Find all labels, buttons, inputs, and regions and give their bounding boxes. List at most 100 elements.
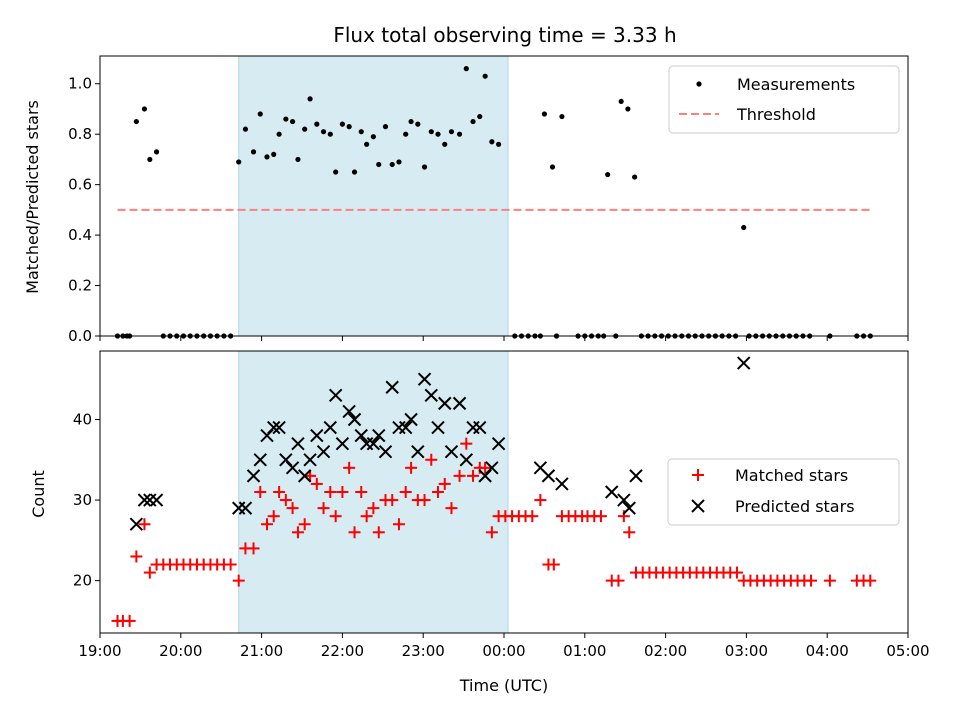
- measurement-point: [396, 159, 402, 165]
- legend-threshold-label: Threshold: [736, 105, 816, 124]
- measurement-point: [376, 161, 382, 168]
- matched-star-point: [224, 558, 237, 571]
- predicted-star-point: [491, 436, 506, 451]
- measurement-point: [147, 156, 153, 163]
- measurement-point: [289, 118, 296, 125]
- measurement-point: [358, 129, 364, 135]
- measurement-point: [477, 113, 483, 120]
- count-legend: Matched stars Predicted stars: [667, 458, 900, 526]
- ratio-y-tick-label: 0.8: [68, 125, 92, 143]
- matched-star-point: [534, 494, 547, 507]
- predicted-star-point: [459, 453, 474, 467]
- predicted-stars-points: [129, 356, 751, 531]
- predicted-star-point: [617, 493, 631, 507]
- measurement-point: [618, 98, 624, 105]
- measurement-point: [133, 118, 139, 125]
- predicted-star-point: [323, 420, 337, 435]
- matched-star-point: [247, 542, 260, 555]
- matched-star-point: [612, 574, 625, 587]
- measurement-point: [333, 169, 339, 175]
- matched-star-point: [386, 494, 399, 507]
- measurement-point: [153, 149, 160, 155]
- predicted-star-point: [444, 445, 459, 459]
- matched-star-point: [864, 574, 877, 587]
- matched-star-point: [291, 526, 304, 539]
- time-x-tick-label: 22:00: [321, 642, 364, 660]
- matched-star-point: [453, 469, 466, 482]
- predicted-star-point: [541, 469, 556, 483]
- measurement-point: [463, 66, 469, 72]
- ratio-y-tick-label: 0.6: [68, 176, 92, 194]
- matched-stars-points: [111, 437, 877, 627]
- matched-star-point: [143, 566, 156, 579]
- measurement-point: [242, 126, 249, 132]
- predicted-star-point: [452, 396, 467, 411]
- measurement-point: [264, 154, 270, 160]
- predicted-star-point: [291, 436, 305, 451]
- measurement-point: [307, 96, 313, 102]
- predicted-star-point: [246, 469, 261, 483]
- matched-star-point: [260, 518, 273, 531]
- measurement-point: [549, 164, 556, 170]
- matched-star-point: [336, 486, 349, 498]
- predicted-star-point: [238, 501, 253, 515]
- predicted-star-point: [605, 485, 619, 499]
- matched-star-point: [547, 558, 560, 571]
- ratio-panel: 0.0 0.2 0.4 0.6 0.8 1.0 Matched/Predicted sta…: [23, 55, 909, 345]
- ratio-legend-box: [668, 65, 900, 134]
- measurement-point: [448, 129, 455, 135]
- measurement-point: [541, 111, 548, 117]
- legend-predicted-marker: [691, 499, 705, 513]
- ratio-y-axis: 0.0 0.2 0.4 0.6 0.8 1.0: [68, 75, 100, 345]
- measurement-point: [442, 141, 448, 147]
- measurement-point: [302, 126, 308, 132]
- count-y-tick-label: 30: [73, 491, 92, 509]
- predicted-star-point: [149, 493, 164, 507]
- legend-matched-marker: [692, 469, 704, 481]
- legend-measurements-label: Measurements: [737, 75, 855, 94]
- predicted-star-point: [555, 477, 569, 491]
- measurement-point: [496, 141, 502, 147]
- measurement-point: [236, 159, 242, 165]
- count-panel-frame: [99, 350, 909, 634]
- ratio-y-tick-label: 1.0: [68, 75, 92, 93]
- ratio-x-ticks: [99, 336, 909, 341]
- matched-star-point: [823, 574, 836, 587]
- count-legend-box: [667, 458, 900, 526]
- predicted-star-point: [303, 453, 317, 467]
- matched-star-point: [273, 486, 286, 498]
- predicted-star-point: [372, 428, 386, 443]
- predicted-star-point: [310, 428, 324, 443]
- measurement-point: [250, 149, 257, 155]
- predicted-star-point: [335, 436, 350, 451]
- matched-star-point: [317, 502, 330, 515]
- measurement-point: [346, 124, 352, 130]
- predicted-star-point: [424, 388, 438, 403]
- predicted-star-point: [253, 453, 267, 467]
- count-y-tick-label: 40: [73, 410, 92, 428]
- measurement-point: [408, 118, 414, 125]
- matched-star-point: [405, 461, 418, 474]
- matched-star-point: [298, 518, 311, 531]
- matched-star-point: [805, 574, 818, 587]
- predicted-star-point: [411, 445, 425, 459]
- matched-star-point: [485, 526, 498, 539]
- measurement-point: [389, 161, 395, 168]
- time-x-tick-label: 20:00: [159, 642, 202, 660]
- measurement-point: [632, 174, 638, 180]
- matched-star-point: [392, 518, 405, 531]
- matched-star-point: [467, 469, 480, 482]
- predicted-star-point: [342, 404, 356, 419]
- measurement-point: [271, 151, 277, 157]
- matched-star-point: [279, 494, 292, 507]
- measurement-point: [482, 73, 488, 79]
- predicted-star-point: [431, 420, 445, 435]
- matched-star-point: [138, 518, 151, 531]
- matched-star-point: [360, 510, 373, 523]
- matched-star-point: [438, 477, 451, 490]
- ratio-panel-frame: [99, 55, 909, 337]
- time-x-tick-label: 19:00: [78, 642, 121, 660]
- measurement-point: [257, 111, 263, 117]
- measurement-point: [559, 113, 565, 120]
